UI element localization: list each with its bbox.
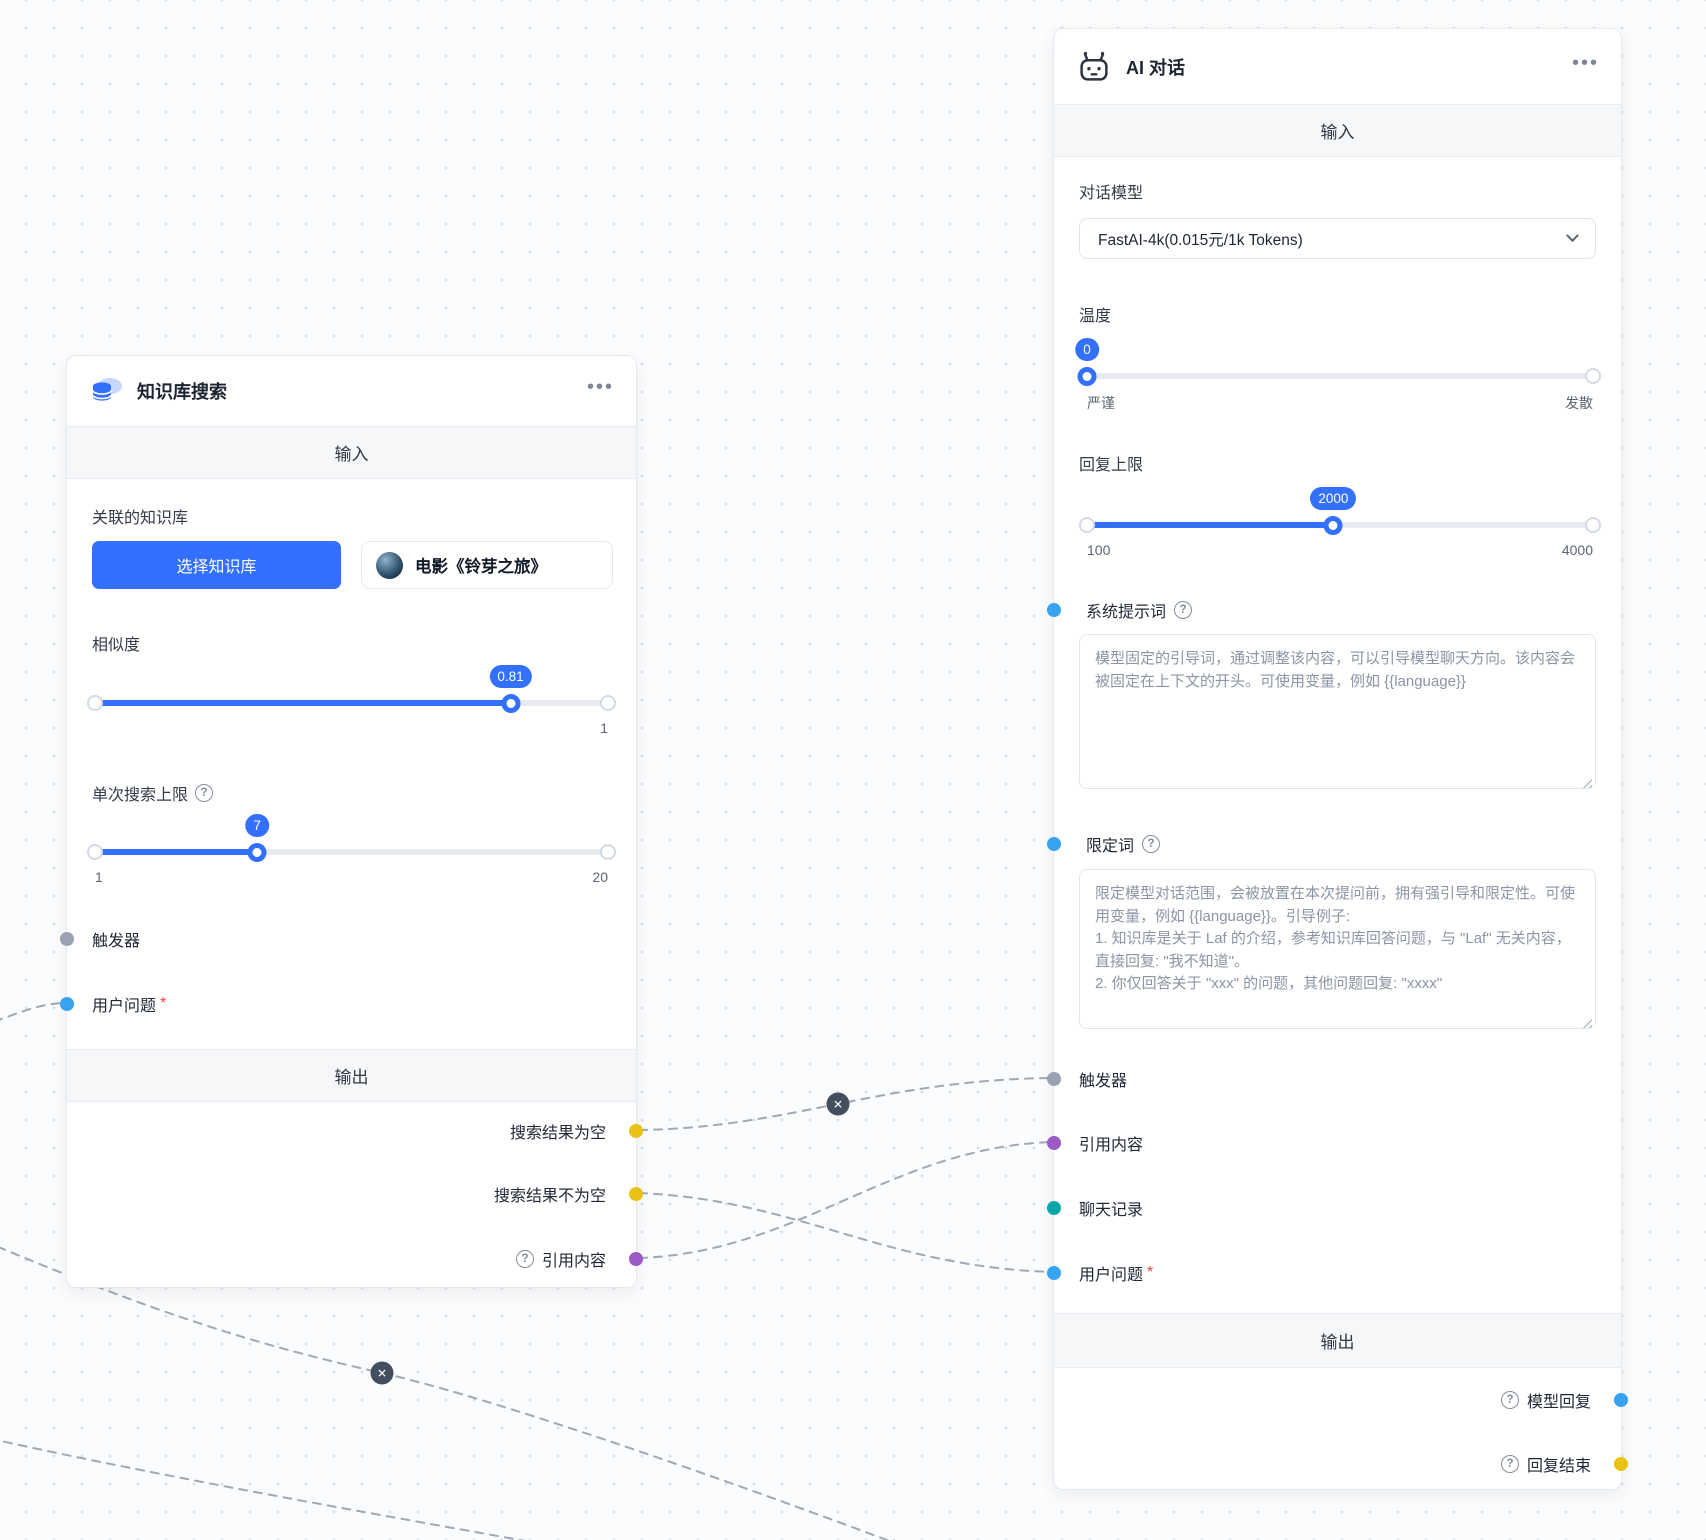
model-select-value: FastAI-4k(0.015元/1k Tokens) <box>1098 231 1303 249</box>
temperature-value-badge: 0 <box>1075 338 1099 361</box>
port-system-prompt-in[interactable] <box>1047 603 1061 617</box>
port-ai-quote-in[interactable] <box>1047 1136 1061 1150</box>
port-search-not-empty-out[interactable] <box>629 1187 643 1201</box>
kb-input-section-header: 输入 <box>67 426 636 479</box>
port-search-empty-out[interactable] <box>629 1124 643 1138</box>
database-icon <box>89 376 123 406</box>
help-icon[interactable]: ? <box>1174 601 1193 619</box>
robot-icon <box>1076 49 1112 85</box>
ai-node-title: AI 对话 <box>1126 57 1186 78</box>
system-prompt-row: 系统提示词 ? <box>1047 597 1193 623</box>
port-quote-out[interactable] <box>629 1252 643 1266</box>
max-reply-slider[interactable]: 2000 100 4000 <box>1079 487 1601 558</box>
help-icon[interactable]: ? <box>515 1250 534 1268</box>
search-limit-slider[interactable]: 7 1 20 <box>87 814 616 885</box>
temperature-label: 温度 <box>1079 308 1112 325</box>
similarity-max-label: 1 <box>600 720 608 736</box>
edge-into-kb-user-question <box>0 1002 65 1021</box>
ai-input-row-quote: 引用内容 <box>1047 1130 1143 1156</box>
node-kb-search[interactable]: 知识库搜索 ••• 输入 关联的知识库 选择知识库 电影《铃芽之旅》 相似度 0… <box>60 355 643 1288</box>
model-select[interactable]: FastAI-4k(0.015元/1k Tokens) <box>1079 218 1596 259</box>
edge-kb-quote-to-ai-quote <box>638 1141 1052 1259</box>
kb-output-section-header: 输出 <box>67 1049 636 1102</box>
help-icon[interactable]: ? <box>1142 835 1161 853</box>
similarity-label: 相似度 <box>92 637 141 654</box>
kb-node-header: 知识库搜索 ••• <box>67 356 636 426</box>
temperature-min-label: 严谨 <box>1087 395 1115 411</box>
required-asterisk: * <box>1147 1264 1154 1281</box>
port-limit-prompt-in[interactable] <box>1047 837 1061 851</box>
kb-output-row-not-empty: 搜索结果不为空 <box>494 1181 643 1207</box>
select-dataset-button[interactable]: 选择知识库 <box>92 541 341 589</box>
ai-input-row-user-question: 用户问题 * <box>1047 1260 1154 1286</box>
max-reply-label: 回复上限 <box>1079 457 1144 474</box>
limit-prompt-row: 限定词 ? <box>1047 831 1161 857</box>
dataset-name: 电影《铃芽之旅》 <box>415 558 547 576</box>
ai-output-row-reply-end: ? 回复结束 <box>1500 1451 1628 1477</box>
port-user-question-in[interactable] <box>60 997 74 1011</box>
max-reply-slider-thumb[interactable] <box>1323 516 1343 535</box>
ai-node-header: AI 对话 ••• <box>1054 29 1621 104</box>
ai-input-row-trigger: 触发器 <box>1047 1066 1127 1092</box>
port-reply-end-out[interactable] <box>1614 1457 1628 1471</box>
node-ai-chat[interactable]: AI 对话 ••• 输入 对话模型 FastAI-4k(0.015元/1k To… <box>1047 28 1628 1490</box>
max-reply-value-badge: 2000 <box>1310 487 1357 510</box>
temperature-max-label: 发散 <box>1565 395 1593 411</box>
port-ai-user-question-in[interactable] <box>1047 1266 1061 1280</box>
search-limit-label: 单次搜索上限 ? <box>92 781 214 805</box>
kb-node-title: 知识库搜索 <box>137 382 227 402</box>
kb-output-row-empty: 搜索结果为空 <box>510 1118 643 1144</box>
chevron-down-icon <box>1566 229 1579 243</box>
ai-input-section-header: 输入 <box>1054 104 1621 157</box>
edge-kb-notempty-to-ai-question <box>638 1192 1052 1273</box>
required-asterisk: * <box>160 995 167 1012</box>
port-chat-history-in[interactable] <box>1047 1201 1061 1215</box>
edge-delete-button[interactable]: ✕ <box>826 1092 850 1116</box>
search-limit-value-badge: 7 <box>245 814 269 837</box>
limit-prompt-textarea[interactable]: 限定模型对话范围，会被放置在本次提问前，拥有强引导和限定性。可使用变量，例如 {… <box>1079 869 1596 1029</box>
kb-dataset-label: 关联的知识库 <box>92 510 189 527</box>
help-icon[interactable]: ? <box>1500 1455 1519 1473</box>
similarity-slider[interactable]: 0.81 1 <box>87 665 616 736</box>
max-reply-max-label: 4000 <box>1561 542 1593 558</box>
kb-output-row-quote: ? 引用内容 <box>515 1246 643 1272</box>
edge-stray-2 <box>0 1439 526 1540</box>
port-model-reply-out[interactable] <box>1614 1393 1628 1407</box>
port-trigger-in[interactable] <box>60 932 74 946</box>
model-label: 对话模型 <box>1079 185 1144 202</box>
similarity-value-badge: 0.81 <box>489 665 532 688</box>
edge-delete-button[interactable]: ✕ <box>370 1361 394 1385</box>
search-limit-max-label: 20 <box>592 869 608 885</box>
temperature-slider[interactable]: 0 严谨 发散 <box>1075 338 1601 411</box>
kb-input-row-trigger: 触发器 <box>60 926 140 952</box>
temperature-slider-thumb[interactable] <box>1077 367 1097 386</box>
similarity-slider-thumb[interactable] <box>501 694 521 713</box>
ai-input-row-history: 聊天记录 <box>1047 1195 1143 1221</box>
kb-node-menu-icon[interactable]: ••• <box>586 376 614 398</box>
dataset-globe-icon <box>376 551 403 579</box>
ai-output-row-model-reply: ? 模型回复 <box>1500 1387 1628 1413</box>
system-prompt-textarea[interactable]: 模型固定的引导词，通过调整该内容，可以引导模型聊天方向。该内容会被固定在上下文的… <box>1079 634 1596 789</box>
ai-node-menu-icon[interactable]: ••• <box>1571 51 1599 74</box>
help-icon[interactable]: ? <box>1500 1391 1519 1409</box>
kb-input-row-user-question: 用户问题 * <box>60 991 167 1017</box>
help-icon[interactable]: ? <box>195 784 214 802</box>
port-ai-trigger-in[interactable] <box>1047 1072 1061 1086</box>
search-limit-slider-thumb[interactable] <box>247 843 267 862</box>
dataset-card[interactable]: 电影《铃芽之旅》 <box>361 541 613 589</box>
ai-output-section-header: 输出 <box>1054 1313 1621 1368</box>
max-reply-min-label: 100 <box>1087 542 1111 558</box>
search-limit-min-label: 1 <box>95 869 103 885</box>
